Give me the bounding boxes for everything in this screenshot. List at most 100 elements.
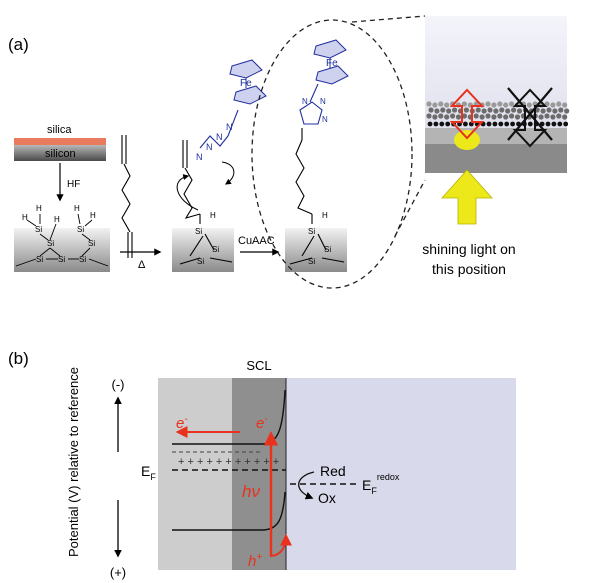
panel-a-label: (a) xyxy=(8,35,29,54)
monolayer-bead xyxy=(479,114,485,120)
heat-label: Δ xyxy=(138,259,146,271)
monolayer-bead xyxy=(509,113,515,119)
monolayer-bead xyxy=(509,101,515,107)
surface-atom xyxy=(486,121,492,127)
svg-text:Si: Si xyxy=(197,257,204,266)
ox-label: Ox xyxy=(318,490,336,506)
svg-text:Si: Si xyxy=(212,245,219,254)
monolayer-bead xyxy=(461,101,467,107)
diyne-molecule xyxy=(121,135,133,258)
monolayer-bead xyxy=(426,113,432,119)
silicon-label: silicon xyxy=(45,148,76,160)
space-charge-layer xyxy=(232,378,286,570)
zoom-line-top xyxy=(351,15,426,23)
svg-text:N: N xyxy=(226,122,233,132)
monolayer-bead xyxy=(526,102,532,108)
ferrocene-2 xyxy=(313,39,349,85)
monolayer-bead xyxy=(475,107,481,113)
svg-text:Si: Si xyxy=(195,227,202,236)
holes-row: + + + + + + + + + + + xyxy=(178,456,279,468)
black-double-arrow xyxy=(512,88,548,148)
svg-text:H: H xyxy=(54,215,60,224)
monolayer-bead xyxy=(562,102,568,108)
fe-label-1: Fe xyxy=(240,78,252,89)
monolayer-bead xyxy=(440,107,446,113)
monolayer-bead xyxy=(446,108,452,114)
surface-atom xyxy=(504,121,510,127)
surface-atom xyxy=(557,121,563,127)
svg-text:H: H xyxy=(322,211,328,220)
surface-atom xyxy=(498,121,504,127)
svg-text:Si: Si xyxy=(77,225,84,234)
monolayer-bead xyxy=(540,108,546,114)
caption-line-1: shining light on xyxy=(422,241,515,257)
si-h-surface: H H H H H Si Si Si Si Si Si Si xyxy=(14,204,110,272)
monolayer-bead xyxy=(514,114,521,120)
eredox-label: EFredox xyxy=(362,472,400,496)
semiconductor-bulk xyxy=(158,378,232,570)
hv-label: hν xyxy=(242,482,260,501)
svg-text:H: H xyxy=(210,211,216,220)
monolayer-bead xyxy=(550,102,556,108)
monolayer-bead xyxy=(503,114,509,120)
surface-atom xyxy=(492,121,498,127)
substrate-2 xyxy=(172,228,234,272)
e-mid-label: e- xyxy=(256,414,268,432)
svg-text:N: N xyxy=(196,152,203,162)
ef-label: EF xyxy=(141,463,156,482)
svg-text:H: H xyxy=(90,211,96,220)
surface-atom xyxy=(427,121,433,127)
monolayer-bead xyxy=(481,108,487,114)
surface-atom xyxy=(551,121,557,127)
silicon-layer xyxy=(14,145,106,161)
svg-text:Si: Si xyxy=(324,245,331,254)
monolayer-bead xyxy=(556,101,562,107)
monolayer-bead xyxy=(516,108,523,114)
fe-label-2: Fe xyxy=(326,58,338,69)
axis-minus: (-) xyxy=(112,377,125,392)
svg-text:Si: Si xyxy=(35,225,42,234)
monolayer-bead xyxy=(544,113,550,119)
scl-label: SCL xyxy=(246,358,271,373)
axis-plus: (+) xyxy=(110,565,126,580)
zoom-ellipse xyxy=(251,19,413,289)
monolayer-bead xyxy=(493,108,499,114)
ferrocene-surface: H Si Si Si N NN Fe xyxy=(285,39,349,272)
svg-text:Si: Si xyxy=(308,257,315,266)
red-ox-arrow xyxy=(298,471,315,500)
monolayer-bead xyxy=(538,114,544,120)
monolayer-bead xyxy=(444,102,450,108)
svg-text:N: N xyxy=(216,132,223,142)
svg-text:H: H xyxy=(22,213,28,222)
svg-text:Si: Si xyxy=(58,255,65,264)
monolayer-bead xyxy=(434,108,440,114)
hplus-label: h+ xyxy=(248,552,262,570)
monolayer-bead xyxy=(432,114,438,120)
monolayer-bead xyxy=(558,107,564,113)
surface-atom xyxy=(463,121,468,127)
svg-text:H: H xyxy=(36,204,42,213)
svg-text:N: N xyxy=(206,142,213,152)
hole-transfer-arrow xyxy=(269,533,292,557)
monolayer-bead xyxy=(550,114,556,120)
monolayer-bead xyxy=(491,102,497,108)
ferrocene-1 xyxy=(229,59,267,105)
monolayer-bead xyxy=(510,107,517,113)
monolayer-bead xyxy=(564,108,570,114)
silica-label: silica xyxy=(47,124,72,136)
svg-text:Si: Si xyxy=(36,255,43,264)
monolayer-bead xyxy=(428,107,434,113)
zoom-line-bottom xyxy=(394,179,426,237)
monolayer-bead xyxy=(487,107,493,113)
monolayer-bead xyxy=(432,102,438,108)
monolayer-bead xyxy=(546,107,552,113)
monolayer-bead xyxy=(497,113,503,119)
svg-text:N: N xyxy=(320,97,326,106)
red-double-arrow xyxy=(449,88,485,140)
surface-atom xyxy=(439,121,445,127)
light-spot xyxy=(454,130,480,150)
svg-text:H: H xyxy=(74,204,80,213)
cross-line-2 xyxy=(507,87,553,141)
